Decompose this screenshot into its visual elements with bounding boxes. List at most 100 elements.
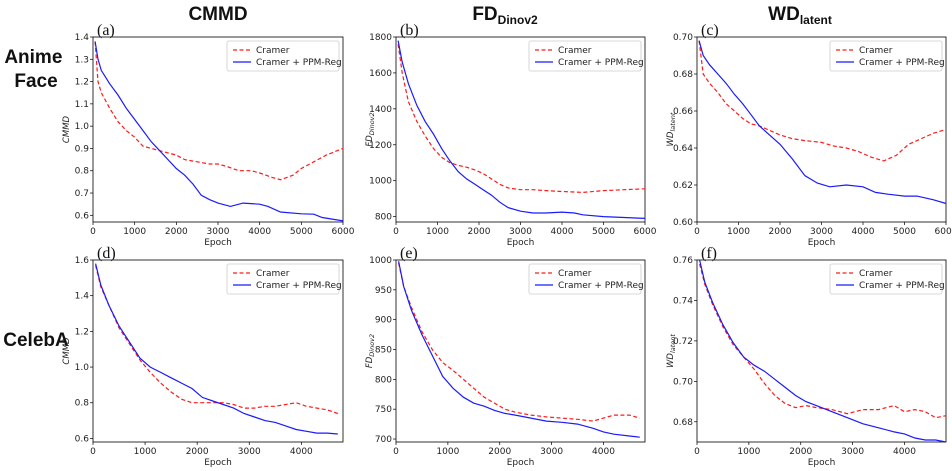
legend-label-cramer: Cramer bbox=[256, 46, 290, 56]
y-tick-label: 1.3 bbox=[75, 55, 89, 65]
x-tick-label: 0 bbox=[694, 227, 700, 237]
series-line-cramer-ppm-reg bbox=[94, 41, 344, 222]
x-tick-label: 2000 bbox=[789, 447, 812, 457]
x-tick-label: 2000 bbox=[468, 227, 491, 237]
row-label-celeba: CelebA bbox=[3, 330, 69, 351]
legend-label-cramer-ppm-reg: Cramer + PPM-Reg bbox=[558, 281, 644, 291]
x-axis-label: Epoch bbox=[808, 458, 836, 468]
x-axis-label: Epoch bbox=[507, 458, 535, 468]
legend-box bbox=[528, 263, 642, 295]
x-tick-label: 1000 bbox=[737, 447, 760, 457]
legend-label-cramer-ppm-reg: Cramer + PPM-Reg bbox=[859, 58, 945, 68]
y-tick-label: 0.62 bbox=[673, 181, 693, 191]
y-tick-label: 0.8 bbox=[75, 399, 90, 409]
x-axis-label: Epoch bbox=[808, 238, 836, 248]
x-tick-label: 4000 bbox=[290, 447, 313, 457]
x-tick-label: 4000 bbox=[852, 227, 875, 237]
y-tick-label: 0.8 bbox=[75, 167, 90, 177]
y-tick-label: 1200 bbox=[369, 141, 392, 151]
legend-label-cramer: Cramer bbox=[558, 269, 592, 279]
y-tick-label: 900 bbox=[375, 316, 392, 326]
y-tick-label: 1800 bbox=[369, 33, 392, 43]
x-tick-label: 5000 bbox=[290, 227, 313, 237]
legend-label-cramer: Cramer bbox=[558, 46, 592, 56]
y-tick-label: 0.68 bbox=[673, 418, 693, 428]
x-tick-label: 4000 bbox=[893, 447, 916, 457]
legend-label-cramer: Cramer bbox=[859, 46, 893, 56]
x-tick-label: 4000 bbox=[551, 227, 574, 237]
x-tick-label: 0 bbox=[393, 227, 399, 237]
x-tick-label: 3000 bbox=[540, 447, 563, 457]
y-axis-label: FDDinov2 bbox=[365, 112, 376, 146]
y-axis-label: WDlatent bbox=[666, 334, 677, 368]
y-tick-label: 1400 bbox=[369, 105, 392, 115]
legend-label-cramer: Cramer bbox=[859, 269, 893, 279]
x-tick-label: 1000 bbox=[727, 227, 750, 237]
series-line-cramer bbox=[698, 40, 947, 162]
y-tick-label: 850 bbox=[375, 346, 392, 356]
x-tick-label: 3000 bbox=[207, 227, 230, 237]
y-tick-label: 1.1 bbox=[75, 100, 89, 110]
y-tick-label: 1.2 bbox=[75, 327, 89, 337]
legend-box bbox=[829, 263, 943, 295]
x-tick-label: 3000 bbox=[810, 227, 833, 237]
chart-panel-c: 0 1000 2000 3000 4000 5000 6000 0.60 0.62 0.64 0.6… bbox=[666, 22, 952, 248]
x-tick-label: 0 bbox=[90, 227, 96, 237]
y-tick-label: 0.74 bbox=[673, 296, 693, 306]
legend-box bbox=[829, 40, 943, 72]
series-line-cramer-ppm-reg bbox=[698, 40, 947, 205]
series-line-cramer bbox=[95, 265, 338, 415]
chart-panel-e: 0 1000 2000 3000 4000 700 750 800 850 900 950 1000 E… bbox=[365, 245, 646, 468]
series-line-cramer bbox=[699, 263, 947, 419]
y-tick-label: 800 bbox=[375, 213, 392, 223]
x-tick-label: 4000 bbox=[592, 447, 615, 457]
x-axis-label: Epoch bbox=[507, 238, 535, 248]
legend-label-cramer-ppm-reg: Cramer + PPM-Reg bbox=[558, 58, 644, 68]
y-tick-label: 1.0 bbox=[75, 363, 90, 373]
y-tick-label: 1.4 bbox=[75, 292, 90, 302]
x-tick-label: 1000 bbox=[436, 447, 459, 457]
series-line-cramer-ppm-reg bbox=[398, 261, 640, 438]
y-tick-label: 0.70 bbox=[673, 33, 693, 43]
y-tick-label: 0.68 bbox=[673, 70, 693, 80]
column-title-wd: WDlatent bbox=[768, 4, 832, 27]
legend-box bbox=[528, 40, 642, 72]
legend-label-cramer-ppm-reg: Cramer + PPM-Reg bbox=[859, 281, 945, 291]
x-axis-label: Epoch bbox=[204, 458, 232, 468]
y-tick-label: 0.64 bbox=[673, 144, 693, 154]
series-line-cramer-ppm-reg bbox=[95, 263, 338, 435]
x-tick-label: 2000 bbox=[186, 447, 209, 457]
row-label-anime-face: Anime Face bbox=[4, 47, 67, 92]
x-tick-label: 5000 bbox=[592, 227, 615, 237]
x-tick-label: 6000 bbox=[332, 227, 355, 237]
chart-panel-a: 0 1000 2000 3000 4000 5000 6000 0.6 0.7 0.8 0.9 1.0… bbox=[62, 22, 355, 248]
y-tick-label: 1.2 bbox=[75, 78, 89, 88]
panel-letter: (d) bbox=[97, 245, 116, 262]
y-tick-label: 1000 bbox=[369, 256, 392, 266]
x-tick-label: 4000 bbox=[248, 227, 271, 237]
y-tick-label: 1000 bbox=[369, 177, 392, 187]
y-tick-label: 750 bbox=[375, 405, 392, 415]
panel-letter: (f) bbox=[701, 245, 717, 262]
y-tick-label: 800 bbox=[375, 375, 392, 385]
y-tick-label: 0.66 bbox=[673, 107, 693, 117]
legend-box bbox=[226, 40, 340, 72]
x-tick-label: 3000 bbox=[509, 227, 532, 237]
series-line-cramer bbox=[398, 262, 640, 422]
x-tick-label: 5000 bbox=[893, 227, 916, 237]
y-tick-label: 700 bbox=[375, 435, 392, 445]
y-tick-label: 0.60 bbox=[673, 218, 693, 228]
x-tick-label: 2000 bbox=[165, 227, 188, 237]
y-axis-label: WDlatent bbox=[666, 112, 677, 146]
y-tick-label: 0.6 bbox=[75, 211, 90, 221]
x-tick-label: 2000 bbox=[769, 227, 792, 237]
legend-box bbox=[226, 263, 340, 295]
y-tick-label: 1.0 bbox=[75, 122, 90, 132]
column-title-fd: FDDinov2 bbox=[472, 4, 538, 27]
x-tick-label: 6000 bbox=[935, 227, 952, 237]
y-tick-label: 1600 bbox=[369, 69, 392, 79]
y-tick-label: 1.6 bbox=[75, 256, 90, 266]
x-tick-label: 3000 bbox=[841, 447, 864, 457]
series-line-cramer-ppm-reg bbox=[699, 259, 947, 443]
